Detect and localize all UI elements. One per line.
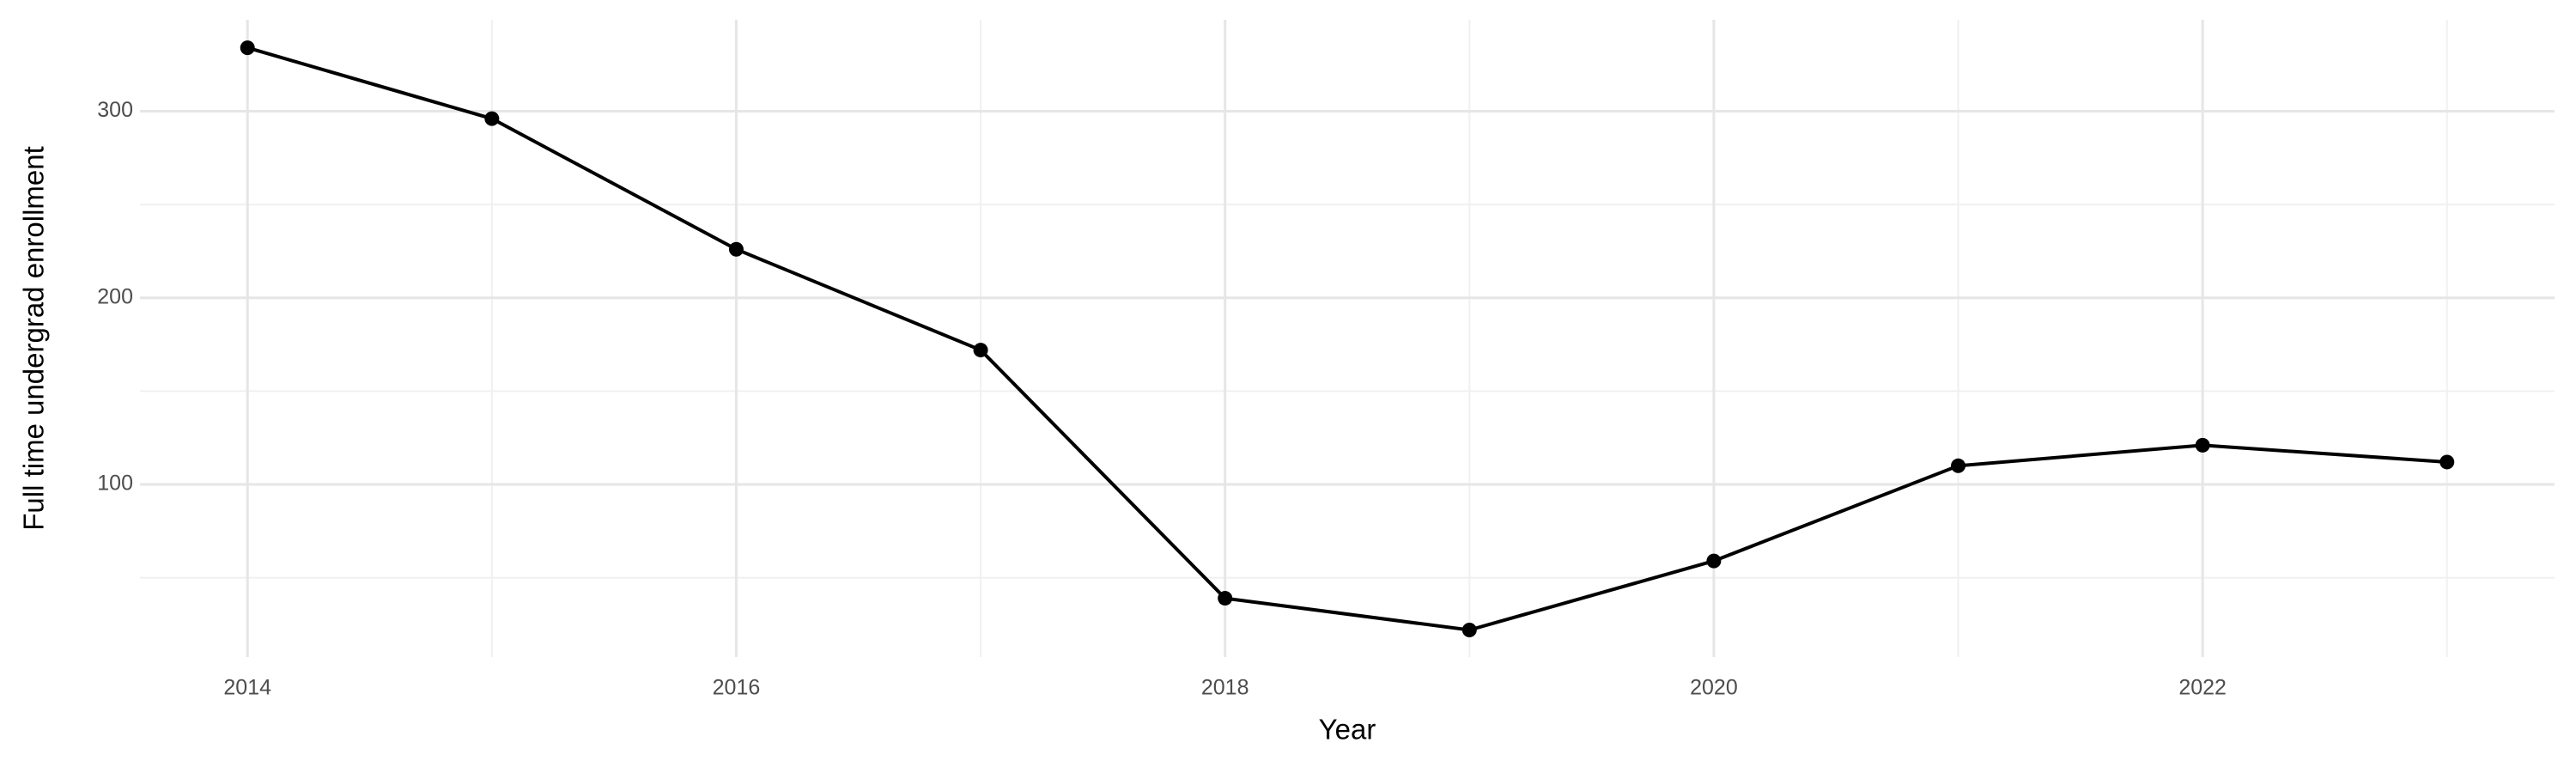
point [1218, 591, 1233, 606]
point [2195, 437, 2210, 453]
line [246, 46, 2447, 632]
y-tick-label: 300 [97, 98, 133, 122]
x-tick-label: 2018 [1201, 676, 1249, 700]
point [1706, 553, 1722, 569]
x-tick-label: 2020 [1690, 676, 1738, 700]
x-tick-label: 2022 [2178, 676, 2227, 700]
point [728, 241, 744, 257]
point [1951, 458, 1966, 473]
y-tick-label: 200 [97, 284, 133, 308]
x-axis-title: Year [1319, 714, 1376, 746]
point [973, 343, 988, 358]
x-tick-label: 2016 [713, 676, 761, 700]
point [484, 111, 500, 126]
point [240, 40, 255, 56]
point [2439, 454, 2455, 470]
x-tick-label: 2014 [223, 676, 271, 700]
y-tick-label: 100 [97, 472, 133, 496]
point [1461, 622, 1477, 637]
y-axis-title: Full time undergrad enrollment [18, 146, 50, 531]
